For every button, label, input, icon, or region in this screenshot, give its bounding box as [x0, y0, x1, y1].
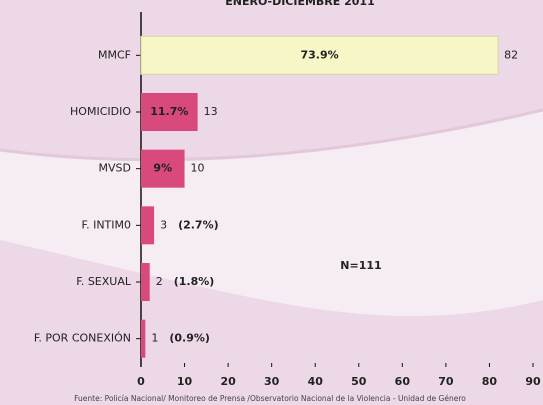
percent-label: 73.9% [300, 48, 338, 61]
bar [141, 206, 155, 245]
x-tick-label: 90 [525, 375, 541, 388]
bar [141, 319, 146, 358]
y-tick-label: F. POR CONEXIÓN [34, 332, 131, 345]
value-label: 3 [160, 218, 167, 231]
bar [141, 149, 185, 188]
value-label: 13 [204, 105, 218, 118]
bar [141, 263, 150, 301]
swoosh-edge [0, 108, 543, 162]
percent-label: 11.7% [150, 105, 188, 118]
source: Fuente: Policía Nacional/ Monitoreo de P… [74, 394, 466, 403]
bar [141, 93, 198, 131]
x-tick-label: 30 [264, 375, 280, 388]
y-tick-label: F. INTIM0 [82, 218, 131, 231]
annotation: N=111 [340, 259, 381, 272]
value-label: 1 [151, 332, 158, 345]
value-label: 10 [191, 162, 205, 175]
swoosh [0, 110, 543, 317]
x-tick-label: 60 [395, 375, 411, 388]
x-tick-label: 20 [220, 375, 236, 388]
x-tick-label: 80 [482, 375, 498, 388]
bar [140, 35, 499, 75]
value-label: 82 [504, 48, 518, 61]
x-tick-label: 70 [438, 375, 454, 388]
value-label: 2 [156, 275, 163, 288]
x-tick-label: 10 [177, 375, 193, 388]
y-tick-label: F. SEXUAL [76, 275, 132, 288]
percent-label: (2.7%) [178, 218, 219, 231]
y-tick-label: MVSD [99, 162, 131, 175]
x-tick-label: 0 [137, 375, 145, 388]
y-tick-label: HOMICIDIO [70, 105, 131, 118]
chart-title: ENERO-DICIEMBRE 2011 [225, 0, 375, 8]
percent-label: 9% [153, 162, 172, 175]
percent-label: (0.9%) [169, 332, 210, 345]
y-tick-label: MMCF [98, 48, 131, 61]
x-tick-label: 50 [351, 375, 367, 388]
percent-label: (1.8%) [174, 275, 215, 288]
x-tick-label: 40 [308, 375, 324, 388]
